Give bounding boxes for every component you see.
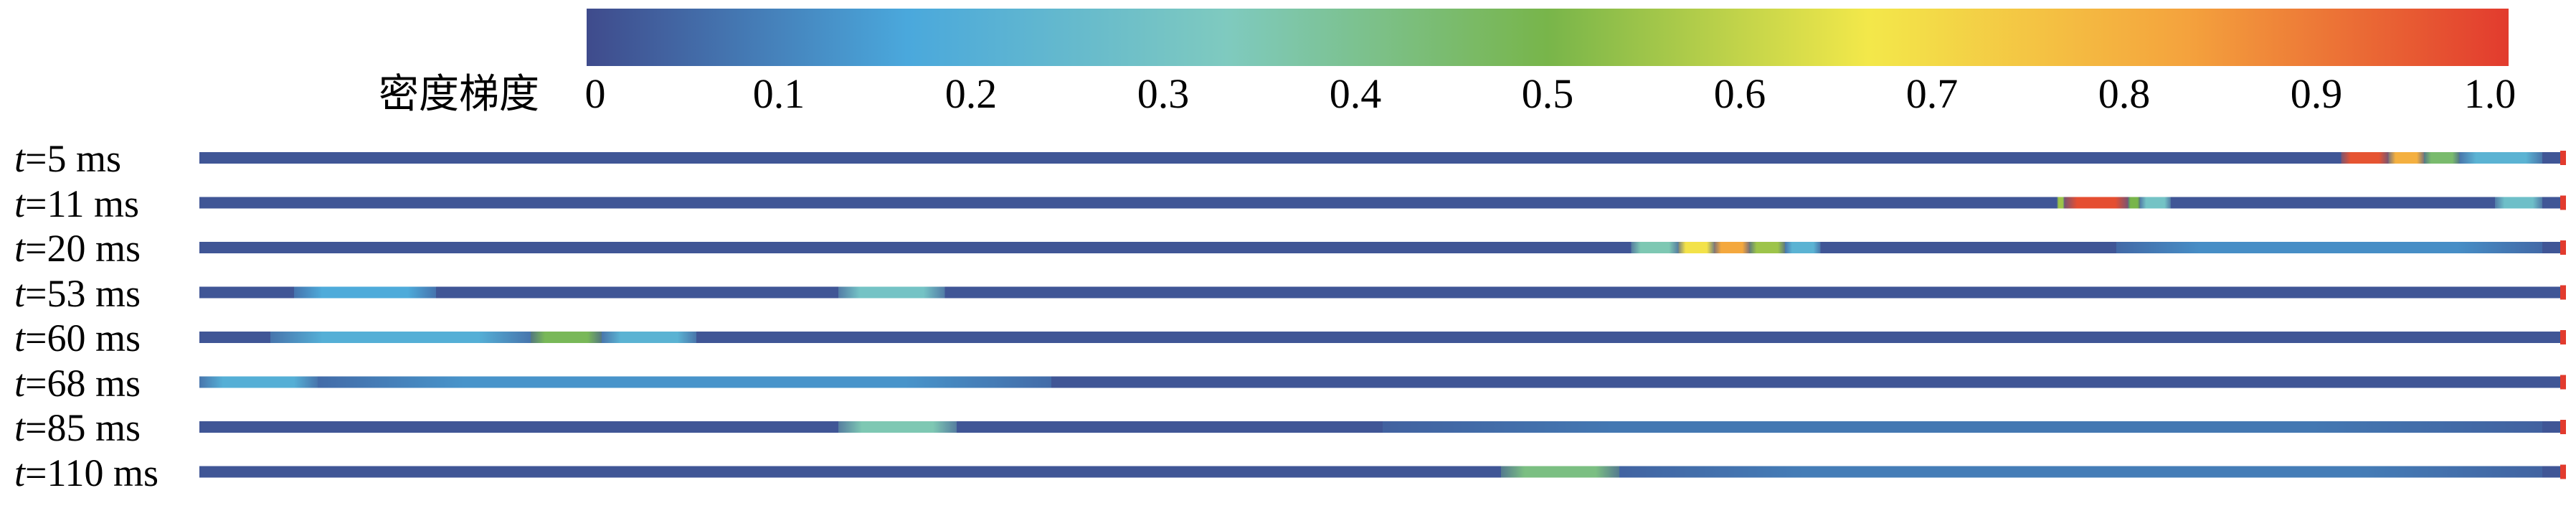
strip-end-marker [2560,195,2566,210]
strip-base [199,242,2566,253]
row-label-time: =11 ms [25,182,139,225]
row-label: t=60 ms [14,316,141,360]
row-label: t=68 ms [14,361,141,405]
row-label-time: =53 ms [25,271,141,315]
row-label: t=11 ms [14,182,139,226]
row-label-time: =60 ms [25,316,141,360]
colorbar-tick-label: 0.3 [1137,70,1190,117]
strip-band [199,376,318,388]
row-label-variable: t [14,451,26,494]
strip-band [1678,242,1714,253]
colorbar-tick-label: 0 [584,70,606,117]
row-label-variable: t [14,227,26,270]
strip-band [1383,421,2542,433]
strip-band [2057,197,2065,209]
row-label-variable: t [14,271,26,315]
strip-band [1749,242,1785,253]
row-label: t=5 ms [14,136,121,181]
row-label-time: =110 ms [25,451,158,494]
row-label: t=110 ms [14,451,158,495]
strip-band [2495,197,2542,209]
row-label-time: =20 ms [25,227,141,270]
strip-band [1714,242,1750,253]
strip-end-marker [2560,420,2566,434]
strip-band [2424,152,2460,164]
colorbar-tick-label: 0.6 [1713,70,1766,117]
strip-base [199,197,2566,209]
colorbar-tick-label: 1.0 [2463,70,2516,117]
strip-band [2388,152,2424,164]
strip-base [199,152,2566,164]
colorbar-tick-label: 0.8 [2098,70,2151,117]
row-label-time: =5 ms [25,137,121,180]
row-label-variable: t [14,406,26,449]
strip-band [318,376,1051,388]
strip-band [838,421,957,433]
strip-band [1501,466,1619,478]
row-label: t=20 ms [14,226,141,271]
row-label: t=53 ms [14,271,141,316]
colorbar-tick-label: 0.7 [1905,70,1959,117]
row-label-variable: t [14,182,26,225]
colorbar-title: 密度梯度 [379,71,539,118]
colorbar-tick-label: 0.9 [2290,70,2343,117]
strip-band [602,332,696,343]
row-label-variable: t [14,316,26,360]
colorbar-gradient [587,9,2509,66]
colorbar-tick-label: 0.4 [1329,70,1382,117]
strip-end-marker [2560,151,2566,165]
strip-band [2459,152,2542,164]
strip-band [1619,466,2542,478]
strip-base [199,332,2566,343]
strip-band [838,286,945,299]
strip-end-marker [2560,464,2566,479]
colorbar [587,9,2509,66]
strip-band [2128,197,2140,209]
row-label-variable: t [14,361,26,405]
strip-end-marker [2560,240,2566,255]
row-label-time: =85 ms [25,406,141,449]
strip-band [531,332,602,343]
strip-band [2064,197,2128,209]
strip-band [2116,242,2542,253]
strip-band [2341,152,2389,164]
row-label: t=85 ms [14,405,141,450]
strip-end-marker [2560,285,2566,300]
colorbar-tick-label: 0.1 [752,70,805,117]
strip-band [1631,242,1679,253]
strip-band [1785,242,1821,253]
row-label-time: =68 ms [25,361,141,405]
strip-band [270,332,531,343]
strip-band [294,286,436,299]
colorbar-tick-label: 0.5 [1521,70,1574,117]
strip-band [2140,197,2171,209]
colorbar-tick-label: 0.2 [944,70,998,117]
strip-end-marker [2560,330,2566,344]
strip-base [199,286,2566,299]
row-label-variable: t [14,137,26,180]
strip-end-marker [2560,375,2566,390]
